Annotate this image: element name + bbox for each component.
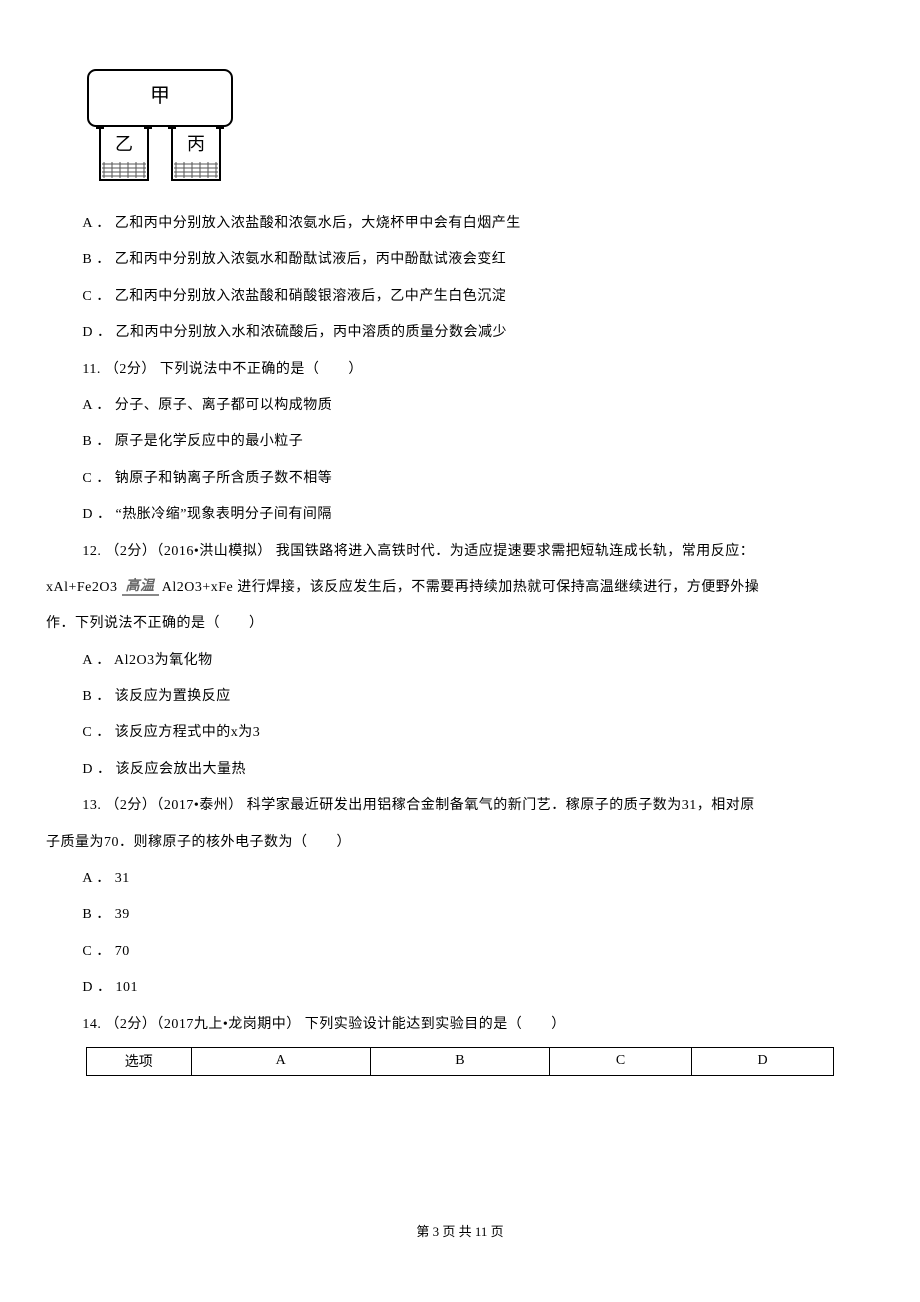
q12-formula-post: Al2O3+xFe 进行焊接，该反应发生后，不需要再持续加热就可保持高温继续进行…: [159, 580, 760, 595]
q12-option-d: D ． 该反应会放出大量热: [46, 752, 874, 788]
beaker-left: 乙: [96, 128, 152, 180]
diagram-label-right: 丙: [187, 134, 205, 154]
table-header-3: C: [550, 1047, 692, 1075]
table-header-2: B: [370, 1047, 549, 1075]
beaker-diagram: 甲 乙 丙: [86, 68, 874, 186]
q12-option-b: B ． 该反应为置换反应: [46, 679, 874, 715]
q13-option-d: D ． 101: [46, 970, 874, 1006]
q13-option-c: C ． 70: [46, 934, 874, 970]
q11-option-c: C ． 钠原子和钠离子所含质子数不相等: [46, 461, 874, 497]
q11-option-d: D ． “热胀冷缩”现象表明分子间有间隔: [46, 497, 874, 533]
gaowen-label: 高温: [122, 580, 159, 596]
q11-stem: 11. （2分） 下列说法中不正确的是（ ）: [46, 352, 874, 388]
q10-option-d: D ． 乙和丙中分别放入水和浓硫酸后，丙中溶质的质量分数会减少: [46, 315, 874, 351]
q14-stem: 14. （2分）（2017九上•龙岗期中） 下列实验设计能达到实验目的是（ ）: [46, 1007, 874, 1043]
table-header-1: A: [191, 1047, 370, 1075]
q12-stem-line3: 作．下列说法不正确的是（ ）: [46, 606, 874, 642]
q13-option-a: A ． 31: [46, 861, 874, 897]
q12-option-a: A ． Al2O3为氧化物: [46, 643, 874, 679]
options-table: 选项 A B C D: [86, 1047, 834, 1076]
q10-option-b: B ． 乙和丙中分别放入浓氨水和酚酞试液后，丙中酚酞试液会变红: [46, 242, 874, 278]
q11-option-a: A ． 分子、原子、离子都可以构成物质: [46, 388, 874, 424]
q12-formula-pre: xAl+Fe2O3: [46, 580, 122, 595]
q12-stem-line2: xAl+Fe2O3 高温 Al2O3+xFe 进行焊接，该反应发生后，不需要再持…: [46, 570, 874, 606]
q10-option-a: A ． 乙和丙中分别放入浓盐酸和浓氨水后，大烧杯甲中会有白烟产生: [46, 206, 874, 242]
beaker-right: 丙: [168, 128, 224, 180]
q12-stem-line1: 12. （2分）（2016•洪山模拟） 我国铁路将进入高铁时代．为适应提速要求需…: [46, 534, 874, 570]
table-header-4: D: [692, 1047, 834, 1075]
q13-option-b: B ． 39: [46, 897, 874, 933]
q13-stem-line2: 子质量为70．则稼原子的核外电子数为（ ）: [46, 825, 874, 861]
q13-stem-line1: 13. （2分）（2017•泰州） 科学家最近研发出用铝稼合金制备氧气的新门艺．…: [46, 788, 874, 824]
q10-option-c: C ． 乙和丙中分别放入浓盐酸和硝酸银溶液后，乙中产生白色沉淀: [46, 279, 874, 315]
diagram-label-left: 乙: [115, 134, 133, 154]
q12-option-c: C ． 该反应方程式中的x为3: [46, 715, 874, 751]
diagram-label-top: 甲: [150, 85, 170, 107]
page-footer: 第 3 页 共 11 页: [0, 1221, 920, 1240]
q11-option-b: B ． 原子是化学反应中的最小粒子: [46, 424, 874, 460]
table-header-0: 选项: [87, 1047, 192, 1075]
